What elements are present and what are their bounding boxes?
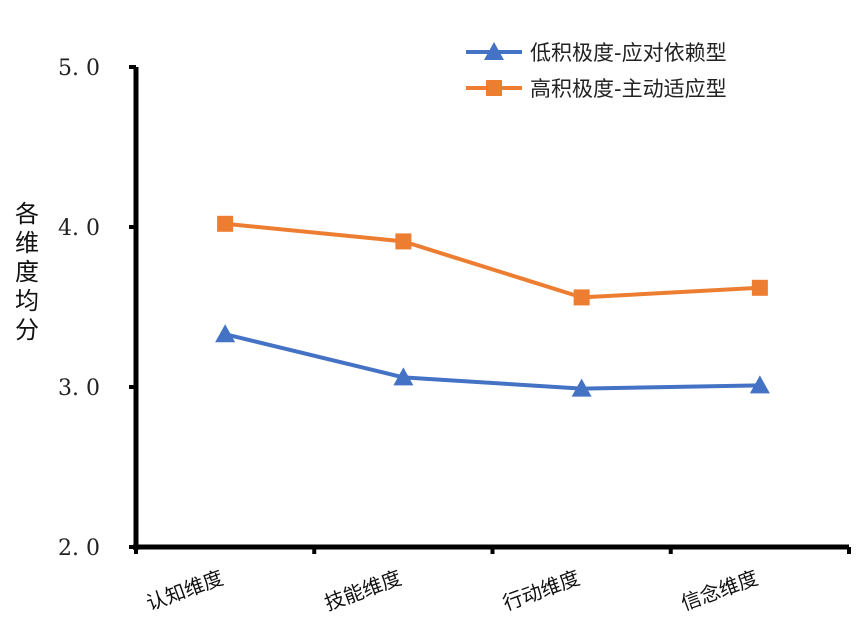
legend-item: 低积极度-应对依赖型 [466, 41, 727, 65]
square-marker [395, 233, 412, 250]
legend-label: 高积极度-主动适应型 [530, 77, 727, 101]
legend-label: 低积极度-应对依赖型 [530, 41, 727, 65]
triangle-marker [484, 42, 504, 60]
axes: 2. 0 3. 0 4. 0 5. 0 认知维度 技能维度 行动维度 信念维度 [58, 56, 851, 615]
x-category-label: 行动维度 [500, 565, 583, 615]
square-marker [486, 80, 502, 96]
triangle-marker [215, 324, 236, 343]
square-marker [573, 289, 590, 306]
square-marker [217, 215, 234, 232]
plot-area [215, 215, 770, 397]
y-tick-label: 2. 0 [58, 536, 100, 561]
legend-item: 高积极度-主动适应型 [466, 77, 727, 101]
square-marker [751, 279, 768, 296]
x-category-label: 认知维度 [143, 565, 226, 615]
y-tick-label: 5. 0 [58, 56, 100, 81]
x-category-label: 信念维度 [678, 565, 761, 615]
y-axis-label: 各维度均分 [15, 200, 39, 344]
triangle-marker [393, 367, 414, 386]
y-tick-label: 4. 0 [58, 216, 100, 241]
series-line [217, 215, 768, 306]
triangle-marker [571, 378, 592, 397]
y-tick-label: 3. 0 [58, 376, 100, 401]
triangle-marker [749, 375, 770, 394]
x-category-label: 技能维度 [321, 565, 404, 615]
series-line [215, 324, 770, 397]
